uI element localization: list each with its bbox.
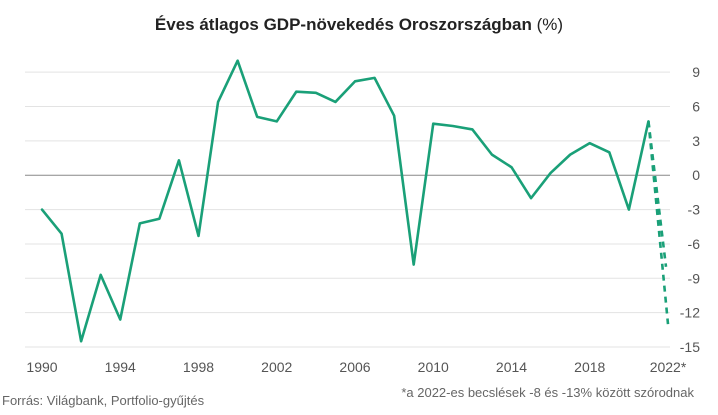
data-point-2015: [529, 196, 533, 200]
x-tick-label: 2002: [261, 359, 292, 375]
estimate-line-lower: [647, 121, 670, 325]
data-point-2011: [451, 124, 455, 128]
y-tick-label: 6: [692, 99, 700, 115]
data-point-2020: [627, 208, 631, 212]
x-tick-label: 2014: [496, 359, 527, 375]
x-tick-label: 2010: [418, 359, 449, 375]
data-point-2008: [392, 114, 396, 118]
data-point-2012: [470, 127, 474, 131]
x-tick-label: 1994: [105, 359, 136, 375]
data-point-2002: [275, 119, 279, 123]
data-point-2014: [510, 165, 514, 169]
x-tick-label: 2022*: [650, 359, 687, 375]
data-point-1996: [157, 217, 161, 221]
data-point-2007: [373, 76, 377, 80]
series-group: [40, 59, 670, 343]
y-tick-label: -3: [688, 202, 701, 218]
data-point-2003: [294, 90, 298, 94]
data-point-1994: [118, 318, 122, 322]
data-point-1999: [216, 100, 220, 104]
chart-title: Éves átlagos GDP-növekedés Oroszországba…: [155, 15, 563, 34]
y-tick-label: -12: [680, 305, 700, 321]
x-tick-label: 2018: [574, 359, 605, 375]
data-point-1990: [40, 208, 44, 212]
data-point-2005: [333, 100, 337, 104]
y-tick-label: 3: [692, 133, 700, 149]
x-tick-label: 2006: [339, 359, 370, 375]
gridlines: [25, 71, 670, 348]
data-point-2006: [353, 79, 357, 83]
data-point-1998: [197, 234, 201, 238]
data-point-1993: [99, 273, 103, 277]
data-point-2017: [568, 153, 572, 157]
x-axis: 1990 1994 1998 2002 2006 2010 2014 2018 2022*: [26, 359, 686, 375]
y-tick-label: 9: [692, 64, 700, 80]
data-point-2010: [431, 122, 435, 126]
data-point-1991: [60, 232, 64, 236]
y-tick-label: -15: [680, 339, 700, 355]
data-point-2013: [490, 153, 494, 157]
data-point-2004: [314, 91, 318, 95]
data-point-2016: [549, 171, 553, 175]
y-tick-label: -6: [688, 236, 701, 252]
x-tick-label: 1990: [26, 359, 57, 375]
data-point-2018: [588, 141, 592, 145]
data-point-2009: [412, 263, 416, 267]
data-point-1995: [138, 221, 142, 225]
y-tick-label: -9: [688, 270, 701, 286]
data-point-2019: [607, 150, 611, 154]
data-point-2001: [255, 115, 259, 119]
gdp-growth-line: [40, 59, 650, 343]
data-point-1992: [79, 339, 83, 343]
y-tick-label: 0: [692, 167, 700, 183]
source-note: Forrás: Világbank, Portfolio-gyűjtés: [2, 393, 205, 408]
data-point-2000: [236, 59, 240, 63]
y-axis: 9 6 3 0 -3 -6 -9 -12 -15: [680, 64, 700, 355]
estimate-note: *a 2022-es becslések -8 és -13% között s…: [401, 385, 694, 400]
estimate-line-upper: [647, 121, 668, 267]
data-point-1997: [177, 158, 181, 162]
x-tick-label: 1998: [183, 359, 214, 375]
